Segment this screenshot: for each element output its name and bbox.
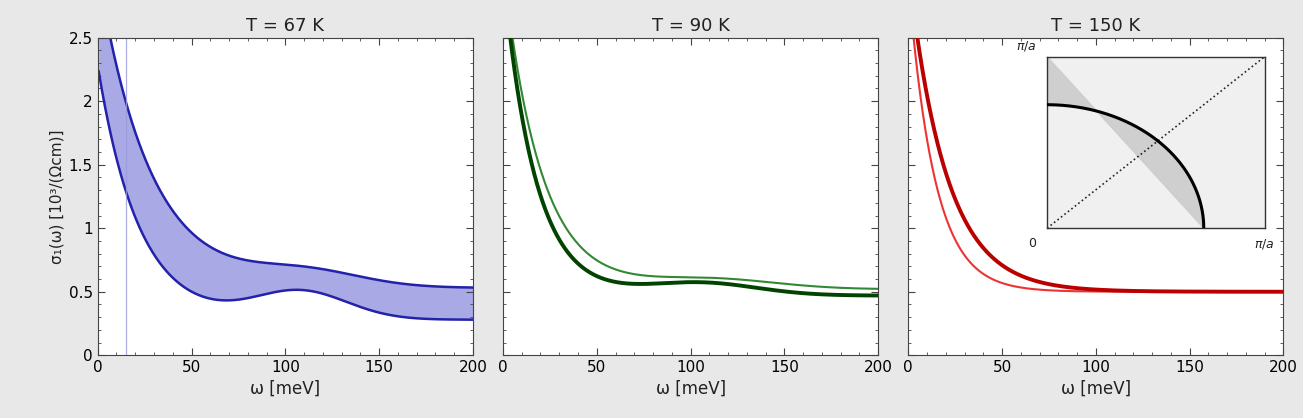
X-axis label: ω [meV]: ω [meV] bbox=[655, 379, 726, 398]
Y-axis label: σ₁(ω) [10³/(Ωcm)]: σ₁(ω) [10³/(Ωcm)] bbox=[50, 129, 65, 264]
Title: T = 150 K: T = 150 K bbox=[1052, 17, 1140, 35]
X-axis label: ω [meV]: ω [meV] bbox=[1061, 379, 1131, 398]
X-axis label: ω [meV]: ω [meV] bbox=[250, 379, 321, 398]
Title: T = 67 K: T = 67 K bbox=[246, 17, 324, 35]
Title: T = 90 K: T = 90 K bbox=[652, 17, 730, 35]
